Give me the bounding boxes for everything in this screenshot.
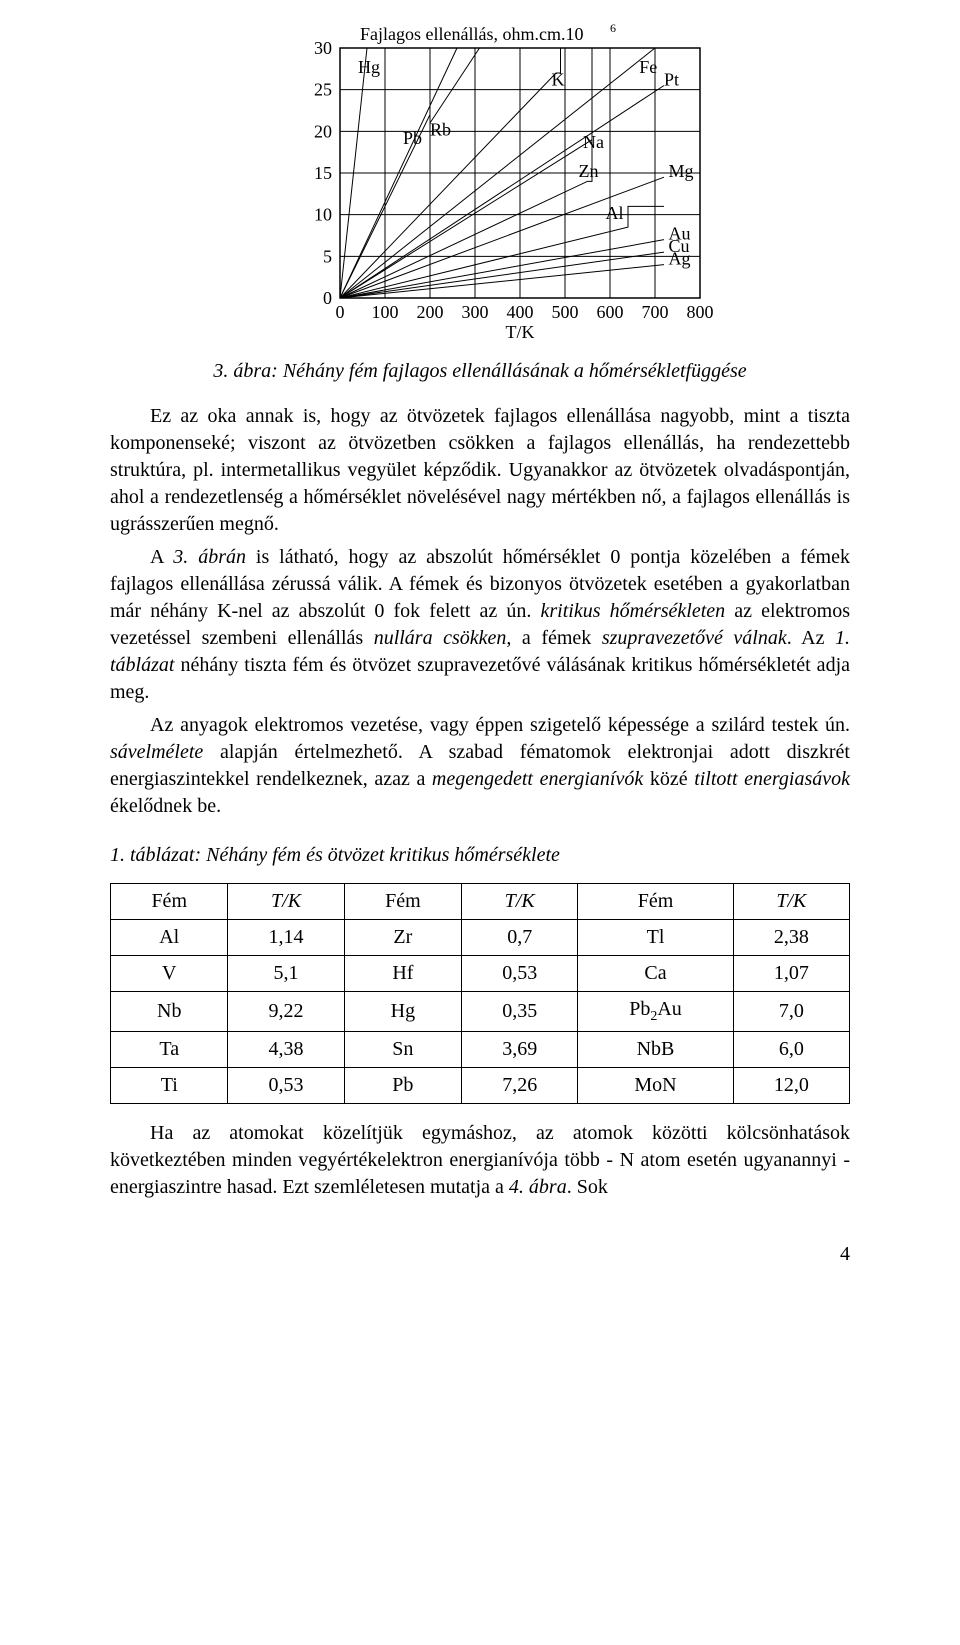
table-cell: Al	[111, 920, 228, 956]
p2-term-kritikus: kritikus hőmérsékleten	[541, 600, 726, 622]
table-cell: 2,38	[733, 920, 849, 956]
p3-text: közé	[643, 768, 694, 790]
table-cell: Pb	[344, 1067, 461, 1103]
p2-term-nullara: nullára csökken	[374, 627, 507, 649]
critical-temperature-table: FémT/KFémT/KFémT/K Al1,14Zr0,7Tl2,38V5,1…	[110, 883, 850, 1104]
p4-text: Ha az atomokat közelítjük egymáshoz, az …	[110, 1122, 850, 1198]
table-cell: Sn	[344, 1031, 461, 1067]
svg-text:6: 6	[610, 21, 616, 35]
svg-text:200: 200	[417, 302, 444, 322]
table-cell: 1,14	[228, 920, 344, 956]
svg-text:0: 0	[323, 288, 332, 308]
svg-text:800: 800	[687, 302, 714, 322]
svg-text:T/K: T/K	[506, 322, 535, 340]
svg-text:Ag: Ag	[669, 249, 691, 269]
p2-text: néhány tiszta fém és ötvözet szupravezet…	[110, 654, 850, 703]
table-cell: 0,53	[462, 956, 578, 992]
resistivity-chart: HgPbRbKNaFeZnPtAlMgAuCuAg051015202530010…	[290, 20, 810, 348]
svg-text:600: 600	[597, 302, 624, 322]
table-cell: 0,35	[462, 992, 578, 1032]
svg-text:Pb: Pb	[403, 128, 422, 148]
svg-text:300: 300	[462, 302, 489, 322]
table-cell: Ca	[578, 956, 733, 992]
table-cell: Hf	[344, 956, 461, 992]
table-cell: 4,38	[228, 1031, 344, 1067]
table-cell: MoN	[578, 1067, 733, 1103]
table-cell: Hg	[344, 992, 461, 1032]
svg-text:10: 10	[314, 205, 332, 225]
p4-ref-fig4: 4. ábra	[509, 1176, 567, 1198]
table-header: T/K	[733, 884, 849, 920]
table-cell: Zr	[344, 920, 461, 956]
p2-ref-fig3: 3. ábrán	[173, 546, 246, 568]
table-header: T/K	[228, 884, 344, 920]
table-cell: NbB	[578, 1031, 733, 1067]
table-cell: 7,26	[462, 1067, 578, 1103]
svg-text:5: 5	[323, 246, 332, 266]
table-cell: 12,0	[733, 1067, 849, 1103]
svg-text:400: 400	[507, 302, 534, 322]
table-caption: 1. táblázat: Néhány fém és ötvözet kriti…	[110, 842, 850, 869]
table-header: Fém	[578, 884, 733, 920]
table-cell: 7,0	[733, 992, 849, 1032]
page-number: 4	[110, 1241, 850, 1268]
svg-text:Fajlagos ellenállás, ohm.cm.1: Fajlagos ellenállás, ohm.cm.10	[360, 24, 583, 44]
table-header: Fém	[111, 884, 228, 920]
table-row: V5,1Hf0,53Ca1,07	[111, 956, 850, 992]
table-cell: 5,1	[228, 956, 344, 992]
svg-text:Na: Na	[583, 132, 604, 152]
p3-term-tiltott: tiltott energiasávok	[694, 768, 850, 790]
svg-text:K: K	[552, 70, 565, 90]
table-cell: Ti	[111, 1067, 228, 1103]
svg-text:20: 20	[314, 121, 332, 141]
paragraph-1: Ez az oka annak is, hogy az ötvözetek fa…	[110, 403, 850, 538]
table-row: Nb9,22Hg0,35Pb2Au7,0	[111, 992, 850, 1032]
paragraph-2: A 3. ábrán is látható, hogy az abszolút …	[110, 544, 850, 706]
svg-text:30: 30	[314, 38, 332, 58]
p3-term-savelmelet: sávelmélete	[110, 741, 203, 763]
table-row: Ti0,53Pb7,26MoN12,0	[111, 1067, 850, 1103]
table-cell: 1,07	[733, 956, 849, 992]
paragraph-3: Az anyagok elektromos vezetése, vagy épp…	[110, 712, 850, 820]
svg-text:Hg: Hg	[358, 57, 380, 77]
svg-text:25: 25	[314, 80, 332, 100]
table-cell: 0,53	[228, 1067, 344, 1103]
svg-text:Pt: Pt	[664, 70, 679, 90]
svg-text:Al: Al	[606, 203, 624, 223]
table-cell: Ta	[111, 1031, 228, 1067]
table-cell: 6,0	[733, 1031, 849, 1067]
svg-text:100: 100	[372, 302, 399, 322]
chart-caption: 3. ábra: Néhány fém fajlagos ellenállásá…	[110, 358, 850, 385]
svg-text:Mg: Mg	[669, 161, 694, 181]
table-cell: V	[111, 956, 228, 992]
p2-text: , a fémek	[506, 627, 601, 649]
table-cell: Pb2Au	[578, 992, 733, 1032]
p2-text: . Az	[787, 627, 835, 649]
p3-text: ékelődnek be.	[110, 795, 221, 817]
svg-text:500: 500	[552, 302, 579, 322]
svg-text:Rb: Rb	[430, 120, 451, 140]
paragraph-4: Ha az atomokat közelítjük egymáshoz, az …	[110, 1120, 850, 1201]
table-cell: 0,7	[462, 920, 578, 956]
svg-text:700: 700	[642, 302, 669, 322]
table-cell: Tl	[578, 920, 733, 956]
p3-term-megengedett: megengedett energianívók	[432, 768, 643, 790]
svg-text:Fe: Fe	[639, 57, 657, 77]
table-cell: 3,69	[462, 1031, 578, 1067]
table-cell: Nb	[111, 992, 228, 1032]
svg-text:15: 15	[314, 163, 332, 183]
p2-text: A	[150, 546, 173, 568]
table-header: Fém	[344, 884, 461, 920]
p3-text: Az anyagok elektromos vezetése, vagy épp…	[150, 714, 850, 736]
table-cell: 9,22	[228, 992, 344, 1032]
p2-term-szupravezeto: szupravezetővé válnak	[602, 627, 787, 649]
p4-text: . Sok	[567, 1176, 608, 1198]
svg-text:Zn: Zn	[579, 161, 599, 181]
svg-text:0: 0	[336, 302, 345, 322]
table-row: Al1,14Zr0,7Tl2,38	[111, 920, 850, 956]
table-header: T/K	[462, 884, 578, 920]
table-row: Ta4,38Sn3,69NbB6,0	[111, 1031, 850, 1067]
